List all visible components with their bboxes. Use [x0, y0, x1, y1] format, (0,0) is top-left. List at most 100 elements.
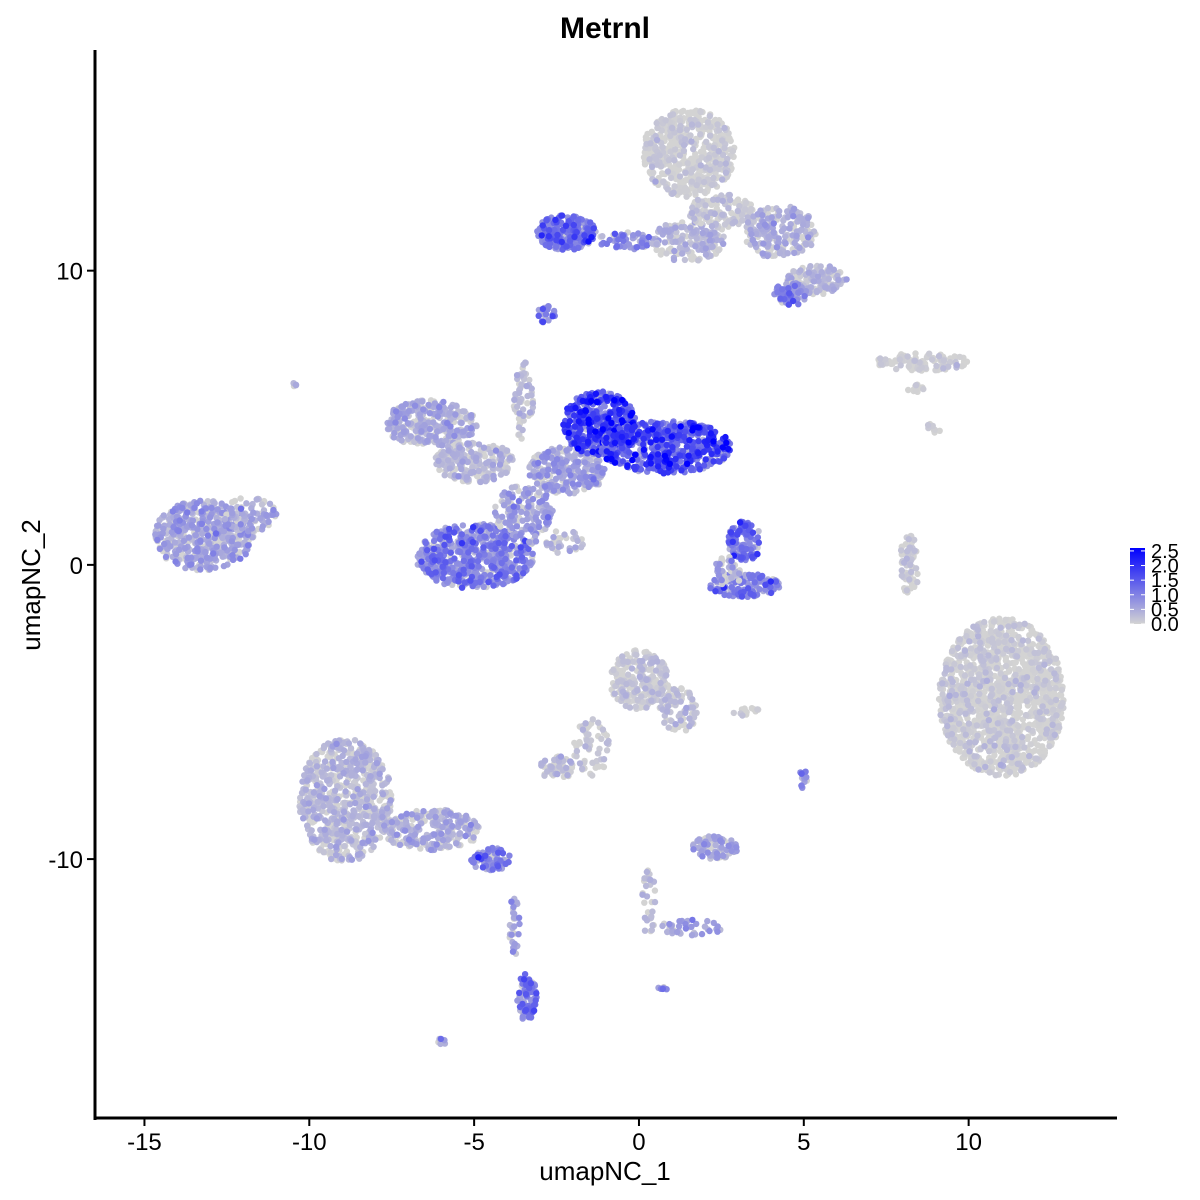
- data-point: [521, 564, 528, 571]
- data-point: [703, 138, 710, 145]
- data-point: [197, 566, 204, 573]
- data-point: [197, 557, 205, 564]
- data-point: [687, 132, 694, 139]
- data-point: [513, 372, 521, 379]
- data-point: [498, 559, 505, 567]
- data-point: [229, 499, 236, 506]
- data-point: [214, 506, 221, 513]
- data-point: [706, 112, 713, 120]
- data-point: [721, 124, 728, 132]
- data-point: [220, 527, 228, 535]
- data-point: [653, 119, 660, 127]
- data-point: [670, 189, 677, 196]
- data-point: [603, 240, 611, 247]
- data-point: [418, 428, 425, 435]
- data-point: [198, 520, 206, 528]
- data-point: [729, 147, 737, 155]
- data-point: [242, 551, 249, 558]
- data-point: [563, 243, 570, 250]
- data-point: [663, 250, 670, 257]
- data-point: [206, 514, 214, 521]
- data-point: [270, 506, 277, 514]
- cluster-c10: [598, 418, 734, 477]
- data-point: [460, 428, 467, 435]
- data-point: [775, 212, 783, 219]
- data-point: [400, 428, 407, 436]
- data-point: [545, 233, 552, 240]
- data-point: [728, 557, 735, 565]
- data-point: [553, 456, 561, 463]
- data-point: [694, 196, 702, 204]
- data-point: [744, 585, 752, 592]
- data-point: [770, 229, 777, 236]
- data-point: [552, 528, 560, 535]
- data-point: [790, 213, 797, 220]
- data-point: [499, 580, 507, 588]
- data-point: [755, 528, 762, 535]
- data-point: [686, 437, 693, 444]
- data-point: [590, 476, 597, 483]
- data-point: [782, 233, 789, 240]
- data-point: [644, 130, 651, 138]
- data-point: [589, 466, 596, 474]
- data-point: [229, 509, 236, 517]
- data-point: [544, 514, 552, 521]
- data-point: [571, 233, 578, 240]
- data-point: [611, 397, 618, 404]
- data-point: [762, 581, 769, 588]
- data-point: [253, 496, 260, 503]
- data-point: [683, 193, 690, 200]
- data-point: [593, 415, 601, 422]
- data-point: [468, 563, 475, 570]
- data-point: [722, 433, 729, 441]
- data-point: [661, 227, 668, 234]
- data-point: [681, 136, 689, 143]
- data-point: [800, 221, 807, 228]
- data-point: [671, 146, 679, 153]
- data-point: [710, 174, 717, 182]
- data-point: [455, 572, 463, 579]
- data-point: [426, 410, 433, 417]
- data-point: [513, 557, 520, 564]
- data-point: [538, 497, 546, 505]
- data-point: [628, 427, 636, 434]
- data-point: [194, 545, 201, 552]
- data-point: [198, 508, 205, 515]
- data-point: [467, 425, 475, 432]
- data-point: [465, 440, 472, 447]
- data-point: [508, 564, 516, 571]
- data-point: [603, 434, 610, 442]
- data-point: [791, 239, 798, 247]
- data-point: [258, 501, 266, 508]
- data-point: [221, 544, 228, 551]
- data-point: [804, 214, 812, 222]
- data-point: [807, 263, 814, 270]
- data-point: [703, 214, 711, 221]
- data-point: [700, 178, 708, 186]
- data-point: [676, 152, 684, 159]
- data-point: [667, 174, 675, 182]
- data-point: [192, 532, 199, 539]
- data-point: [169, 508, 176, 515]
- data-point: [517, 544, 524, 551]
- data-point: [688, 255, 695, 263]
- data-point: [707, 231, 714, 238]
- data-point: [611, 439, 619, 447]
- data-point: [640, 435, 647, 442]
- chart-title: Metrnl: [560, 12, 650, 45]
- data-point: [168, 529, 175, 536]
- data-point: [456, 548, 464, 556]
- data-point: [464, 458, 471, 466]
- data-point: [441, 472, 448, 479]
- data-point: [687, 224, 694, 231]
- data-point: [595, 464, 602, 471]
- data-point: [632, 451, 639, 458]
- data-point: [468, 448, 475, 456]
- data-point: [708, 181, 716, 189]
- data-point: [611, 459, 619, 466]
- data-point: [263, 511, 270, 519]
- data-point: [599, 388, 607, 395]
- data-point: [518, 554, 526, 561]
- data-point: [647, 140, 654, 147]
- data-point: [709, 243, 716, 250]
